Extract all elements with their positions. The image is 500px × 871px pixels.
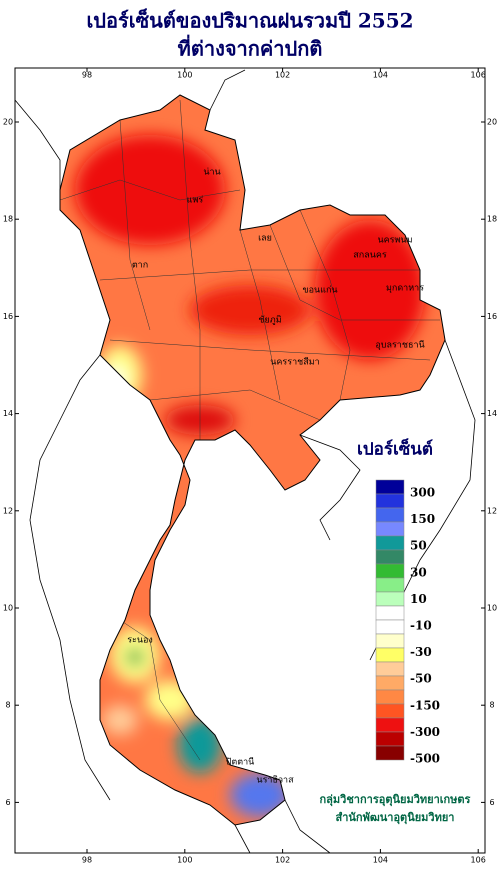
lat-tick-label: 14 <box>3 409 13 418</box>
legend-title: เปอร์เซ็นต์ <box>357 437 433 460</box>
province-label: ระนอง <box>127 636 153 646</box>
legend-swatch <box>375 521 405 537</box>
legend-swatch <box>375 493 405 509</box>
province-label: อุบลราชธานี <box>375 340 424 351</box>
province-label: แพร่ <box>187 196 204 206</box>
legend-swatch <box>375 675 405 691</box>
lat-tick-label: 6 <box>489 798 494 807</box>
lat-tick-label: 18 <box>3 215 13 224</box>
province-label: นราธิวาส <box>256 775 294 786</box>
lat-tick-label: 8 <box>5 701 10 710</box>
legend-swatch <box>375 507 405 523</box>
legend-label: -30 <box>410 645 432 659</box>
legend-label: 50 <box>410 539 427 553</box>
legend-swatch <box>375 479 405 495</box>
legend-swatch <box>375 745 405 761</box>
lon-tick-label: 100 <box>177 71 192 80</box>
lon-tick-label: 106 <box>471 71 486 80</box>
legend-swatch <box>375 563 405 579</box>
lat-tick-label: 6 <box>5 798 10 807</box>
legend-label: -10 <box>410 619 432 633</box>
legend-label: -50 <box>410 672 432 686</box>
legend-swatch <box>375 605 405 621</box>
legend-swatch <box>375 619 405 635</box>
legend-label: -300 <box>410 725 440 739</box>
province-label: ปัตตานี <box>226 757 255 768</box>
lat-tick-label: 8 <box>489 701 494 710</box>
province-label: น่าน <box>203 168 220 178</box>
legend-swatch <box>375 703 405 719</box>
lat-tick-label: 12 <box>487 506 497 515</box>
legend-label: 150 <box>410 512 435 526</box>
rainfall-field <box>60 95 445 825</box>
lon-tick-label: 106 <box>471 856 486 865</box>
province-label: มุกดาหาร <box>386 284 424 294</box>
lon-tick-label: 98 <box>82 71 92 80</box>
legend-label: 30 <box>410 565 427 579</box>
province-label: เลย <box>258 234 272 244</box>
credit: กลุ่มวิชาการอุตุนิยมวิทยาเกษตร <box>320 793 471 807</box>
legend-label: -500 <box>410 752 440 766</box>
province-label: ตาก <box>132 261 148 271</box>
lat-tick-label: 16 <box>3 312 13 321</box>
legend-swatch <box>375 661 405 677</box>
neighbor-borders <box>14 69 476 854</box>
lon-tick-label: 100 <box>177 856 192 865</box>
title-line: ที่ต่างจากค่าปกติ <box>178 34 323 61</box>
credit: สำนักพัฒนาอุตุนิยมวิทยา <box>336 811 455 825</box>
legend-swatch <box>375 731 405 747</box>
legend-swatch <box>375 717 405 733</box>
legend-swatch <box>375 591 405 607</box>
lat-tick-label: 14 <box>487 409 497 418</box>
province-label: ชัยภูมิ <box>258 315 281 326</box>
legend-swatch <box>375 549 405 565</box>
legend-label: 10 <box>410 592 427 606</box>
lat-tick-label: 10 <box>3 604 13 613</box>
title-line: เปอร์เซ็นต์ของปริมาณฝนรวมปี 2552 <box>86 8 413 33</box>
lat-tick-label: 20 <box>487 118 497 127</box>
lon-tick-label: 102 <box>275 71 290 80</box>
legend-swatch <box>375 633 405 649</box>
legend-swatch <box>375 647 405 663</box>
province-label: นครพนม <box>377 236 412 246</box>
lat-tick-label: 20 <box>3 118 13 127</box>
province-label: สกลนคร <box>353 251 387 261</box>
province-label: นครราชสีมา <box>270 357 319 368</box>
lon-tick-label: 98 <box>82 856 92 865</box>
lon-tick-label: 104 <box>373 856 388 865</box>
province-label: ขอนแก่น <box>302 286 337 296</box>
lat-tick-label: 12 <box>3 506 13 515</box>
lon-tick-label: 102 <box>275 856 290 865</box>
legend-swatch <box>375 535 405 551</box>
lat-tick-label: 16 <box>487 312 497 321</box>
legend-swatch <box>375 577 405 593</box>
lat-tick-label: 18 <box>487 215 497 224</box>
legend-swatch <box>375 689 405 705</box>
lat-tick-label: 10 <box>487 604 497 613</box>
legend-label: -150 <box>410 698 440 712</box>
lon-tick-label: 104 <box>373 71 388 80</box>
legend-label: 300 <box>410 486 435 500</box>
